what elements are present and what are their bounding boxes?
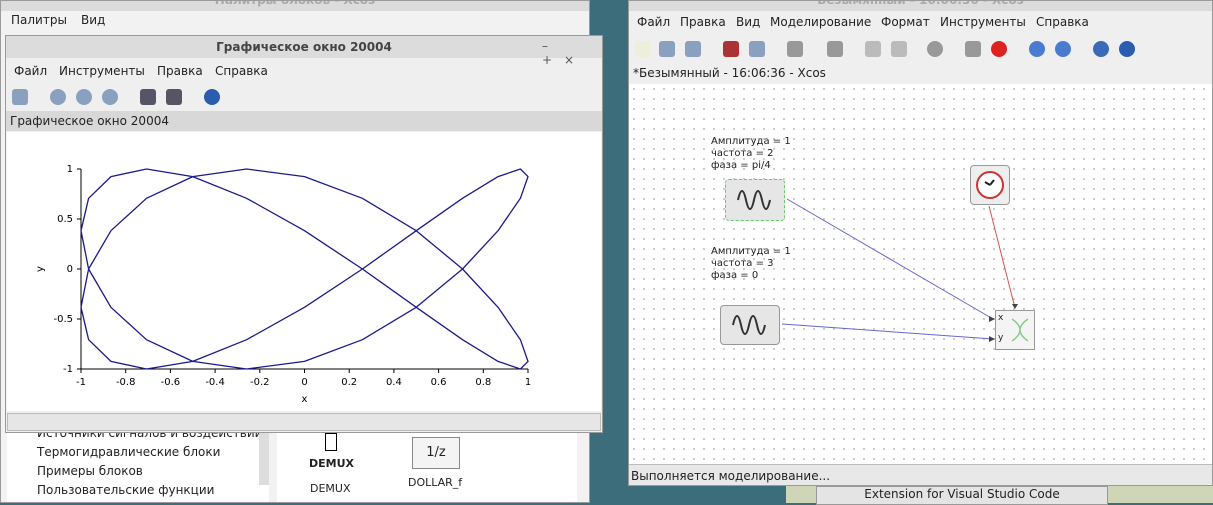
- block-icon: [325, 433, 337, 451]
- curve: [80, 168, 529, 370]
- tree: Источники сигналов и воздействий Термогид…: [7, 425, 269, 502]
- menu-item[interactable]: Вид: [81, 13, 106, 27]
- x-tick-label: -0.2: [250, 377, 270, 388]
- sine-block[interactable]: [725, 179, 785, 221]
- block-area: DEMUX DEMUX 1/z DOLLAR_f: [277, 425, 577, 502]
- tree-item: Пользовательские функции: [37, 483, 215, 497]
- param-line: частота = 3: [711, 258, 774, 269]
- param-line: Амплитуда = 1: [711, 246, 791, 257]
- menu-item[interactable]: Файл: [14, 64, 48, 78]
- window-controls[interactable]: –+×: [542, 39, 587, 67]
- block-name: DOLLAR_f: [408, 476, 463, 489]
- param-line: Амплитуда = 1: [711, 136, 791, 147]
- x-tick-label: 0.8: [475, 377, 491, 388]
- menu-item[interactable]: Формат: [881, 15, 930, 29]
- x-axis-label: x: [302, 394, 308, 405]
- toolbar: [629, 37, 1212, 63]
- menu-item[interactable]: Файл: [637, 15, 671, 29]
- tree-item: Термогидравлические блоки: [37, 445, 221, 459]
- menu-item[interactable]: Правка: [680, 15, 726, 29]
- menu-item[interactable]: Инструменты: [59, 64, 145, 78]
- port-label: y: [998, 333, 1004, 343]
- taskbar-item[interactable]: Extension for Visual Studio Code: [816, 486, 1108, 505]
- param-line: фаза = pi/4: [711, 160, 771, 171]
- menu-item[interactable]: Справка: [1036, 15, 1089, 29]
- scrollbar: [259, 425, 269, 485]
- link: [786, 198, 994, 320]
- x-tick-label: 0.2: [341, 377, 357, 388]
- port-label: x: [998, 313, 1004, 323]
- y-tick-label: 0: [67, 264, 73, 275]
- menu-item[interactable]: Моделирование: [770, 15, 872, 29]
- y-axis-label: y: [35, 266, 46, 272]
- menu-item[interactable]: Вид: [736, 15, 761, 29]
- param-line: фаза = 0: [711, 270, 759, 281]
- x-tick-label: -1: [76, 377, 86, 388]
- menu-item[interactable]: Инструменты: [940, 15, 1026, 29]
- y-tick-label: 1: [67, 164, 73, 175]
- xcos-window: Безымянный - 16:06:36 - Xcos Файл Правка В…: [628, 0, 1213, 486]
- tab-title[interactable]: *Безымянный - 16:06:36 - Xcos: [633, 66, 826, 80]
- status-bar: Выполняется моделирование...: [629, 464, 1212, 485]
- link: [988, 205, 1016, 309]
- x-tick-label: 1: [525, 377, 531, 388]
- block-name: DEMUX: [310, 482, 351, 495]
- window-title: Безымянный - 16:06:36 - Xcos: [629, 1, 1212, 11]
- x-tick-label: -0.8: [116, 377, 136, 388]
- x-tick-label: -0.6: [161, 377, 181, 388]
- block-label: 1/z: [412, 437, 460, 469]
- menu-item[interactable]: Справка: [215, 64, 268, 78]
- toolbar: [6, 85, 602, 109]
- block-label: DEMUX: [309, 457, 355, 470]
- figure-caption: Графическое окно 20004: [6, 111, 602, 131]
- window-title: Палитры блоков - Xcos: [1, 1, 589, 11]
- graphic-window: Графическое окно 20004 –+× Файл Инструмен…: [5, 35, 603, 433]
- plot: -1 -0.8 -0.6 -0.4 -0.2 0 0.2 0.4 0.6 0.8 1 -1 -0.5 0 0…: [7, 132, 601, 411]
- tree-item: Примеры блоков: [37, 464, 143, 478]
- sine-block[interactable]: [720, 305, 780, 345]
- param-line: частота = 2: [711, 148, 774, 159]
- x-tick-label: -0.4: [205, 377, 225, 388]
- link: [781, 323, 994, 340]
- y-tick-label: -0.5: [53, 314, 73, 325]
- diagram-canvas: Амплитуда = 1 частота = 2 фаза = pi/4 Ампл…: [629, 84, 1212, 464]
- window-title: Графическое окно 20004: [6, 36, 602, 58]
- scope-block[interactable]: x y: [995, 310, 1035, 350]
- menu-item[interactable]: Правка: [157, 64, 203, 78]
- y-tick-label: 0.5: [57, 214, 73, 225]
- x-tick-label: 0.4: [386, 377, 402, 388]
- clock-block[interactable]: [970, 165, 1010, 205]
- taskbar: Extension for Visual Studio Code: [786, 486, 1213, 505]
- y-tick-label: -1: [63, 364, 73, 375]
- links: [781, 198, 1018, 342]
- menu-item[interactable]: Палитры: [11, 13, 67, 27]
- x-tick-label: 0: [301, 377, 307, 388]
- x-tick-label: 0.6: [431, 377, 447, 388]
- status-bar: [7, 413, 601, 431]
